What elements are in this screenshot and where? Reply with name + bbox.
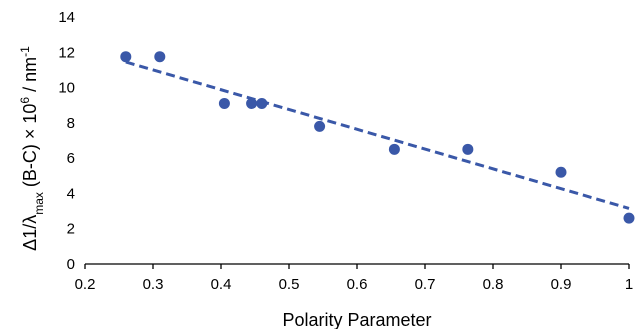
data-point <box>314 120 326 132</box>
y-tick-label: 4 <box>67 185 75 202</box>
y-tick-label: 2 <box>67 221 75 238</box>
x-tick-label: 0.4 <box>211 276 232 293</box>
y-tick-label: 10 <box>58 80 75 97</box>
x-tick-label: 0.2 <box>75 276 96 293</box>
y-tick-label: 14 <box>58 9 75 26</box>
y-tick-label: 8 <box>67 115 75 132</box>
x-tick-label: 1 <box>625 276 633 293</box>
x-tick-label: 0.9 <box>551 276 572 293</box>
ylabel-exp6-superscript: 6 <box>18 97 32 104</box>
data-point <box>154 51 166 63</box>
y-tick-label: 6 <box>67 150 75 167</box>
ylabel-unit: / nm <box>20 57 40 97</box>
ylabel-mid: (B-C) × 10 <box>20 104 40 193</box>
y-axis-ticks: 0 2 4 6 8 10 12 14 <box>58 9 75 273</box>
x-tick-label: 0.3 <box>143 276 164 293</box>
y-tick-label: 12 <box>58 44 75 61</box>
data-points <box>120 51 635 224</box>
ylabel-lambda: λ <box>20 215 40 224</box>
x-tick-label: 0.7 <box>415 276 436 293</box>
x-axis-ticks: 0.2 0.3 0.4 0.5 0.6 0.7 0.8 0.9 1 <box>75 264 633 293</box>
ylabel-exp-neg1-superscript: -1 <box>18 46 32 57</box>
ylabel-delta: Δ <box>20 239 40 251</box>
data-point <box>120 51 132 63</box>
data-point <box>246 97 258 109</box>
x-tick-label: 0.8 <box>483 276 504 293</box>
data-point <box>555 166 567 178</box>
data-point <box>462 143 474 155</box>
data-point <box>218 97 230 109</box>
x-axis-title: Polarity Parameter <box>282 310 431 329</box>
data-point <box>623 212 635 224</box>
trendline <box>125 60 630 210</box>
trendline-group <box>125 60 630 210</box>
y-tick-label: 0 <box>67 256 75 273</box>
ylabel-one: 1/ <box>20 224 40 239</box>
data-point <box>256 97 268 109</box>
y-axis-title: Δ1/λmax (B-C) × 106 / nm-1 <box>18 46 46 251</box>
data-point <box>388 143 400 155</box>
x-tick-label: 0.5 <box>279 276 300 293</box>
ylabel-max-subscript: max <box>32 192 46 215</box>
x-tick-label: 0.6 <box>347 276 368 293</box>
